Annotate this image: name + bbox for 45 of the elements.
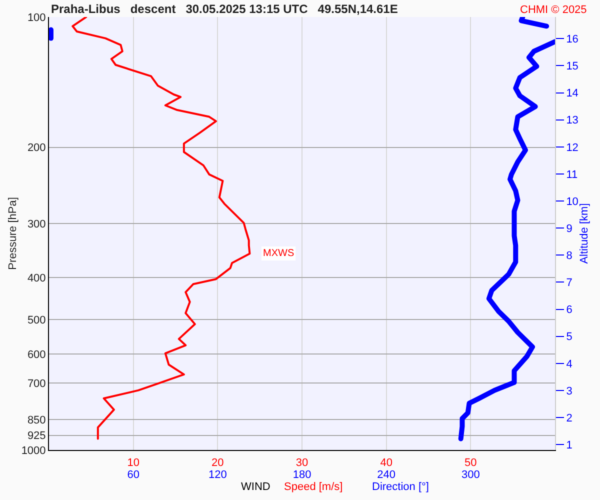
x-axis-title: WIND [241, 481, 270, 493]
y-tick-label: 500 [27, 314, 46, 326]
x2-tick-label: 60 [127, 469, 140, 481]
y2-tick-label: 4 [566, 358, 572, 370]
x2-tick-label: 180 [292, 469, 312, 481]
y2-tick-label: 1 [566, 439, 572, 452]
y2-tick-label: 7 [566, 277, 572, 290]
y-tick-label: 200 [27, 142, 46, 154]
y2-tick-label: 14 [566, 88, 578, 100]
x2-tick-label: 300 [461, 469, 480, 481]
y-axis-title: Pressure [hPa] [6, 197, 19, 270]
y2-tick-label: 11 [566, 168, 578, 181]
y-tick-label: 1000 [21, 444, 46, 457]
y2-tick-label: 15 [566, 60, 578, 73]
text: CHMI © 2025 [520, 4, 587, 16]
x2-tick-label: 240 [377, 469, 396, 481]
y2-tick-label: 8 [566, 250, 572, 262]
y-tick-label: 100 [27, 12, 46, 24]
x2-tick-label: 120 [208, 469, 227, 481]
y2-tick-label: 16 [566, 34, 578, 46]
line-series [72, 17, 251, 440]
x-tick-label: 40 [380, 457, 392, 470]
y-tick-label: 300 [27, 218, 46, 230]
chart-title: Praha-Libus descent 30.05.2025 13:15 UTC 49.55N,14.61E [51, 2, 398, 16]
y2-tick-label: 3 [566, 385, 572, 398]
y-tick-label: 925 [27, 430, 46, 442]
y2-tick-label: 2 [566, 412, 572, 424]
y2-tick-label: 10 [566, 196, 578, 208]
y2-tick-label: 9 [566, 222, 572, 235]
y2-axis-title: Altitude [km] [578, 203, 591, 264]
x-tick-label: 20 [212, 457, 224, 470]
y-tick-label: 700 [27, 378, 46, 390]
annotation: MXWS [263, 248, 294, 259]
x-tick-label: 10 [127, 457, 140, 470]
y2-tick-label: 13 [566, 114, 578, 127]
y-tick-label: 850 [27, 414, 46, 426]
y2-tick-label: 6 [566, 304, 572, 316]
y2-tick-label: 5 [566, 331, 572, 344]
y-tick-label: 400 [27, 272, 46, 285]
x-tick-label: 50 [464, 457, 477, 470]
text: Direction [°] [372, 481, 429, 493]
x-tick-label: 30 [296, 457, 308, 470]
text: Speed [m/s] [284, 481, 343, 493]
y-tick-label: 600 [27, 348, 46, 361]
y2-tick-label: 12 [566, 142, 578, 154]
